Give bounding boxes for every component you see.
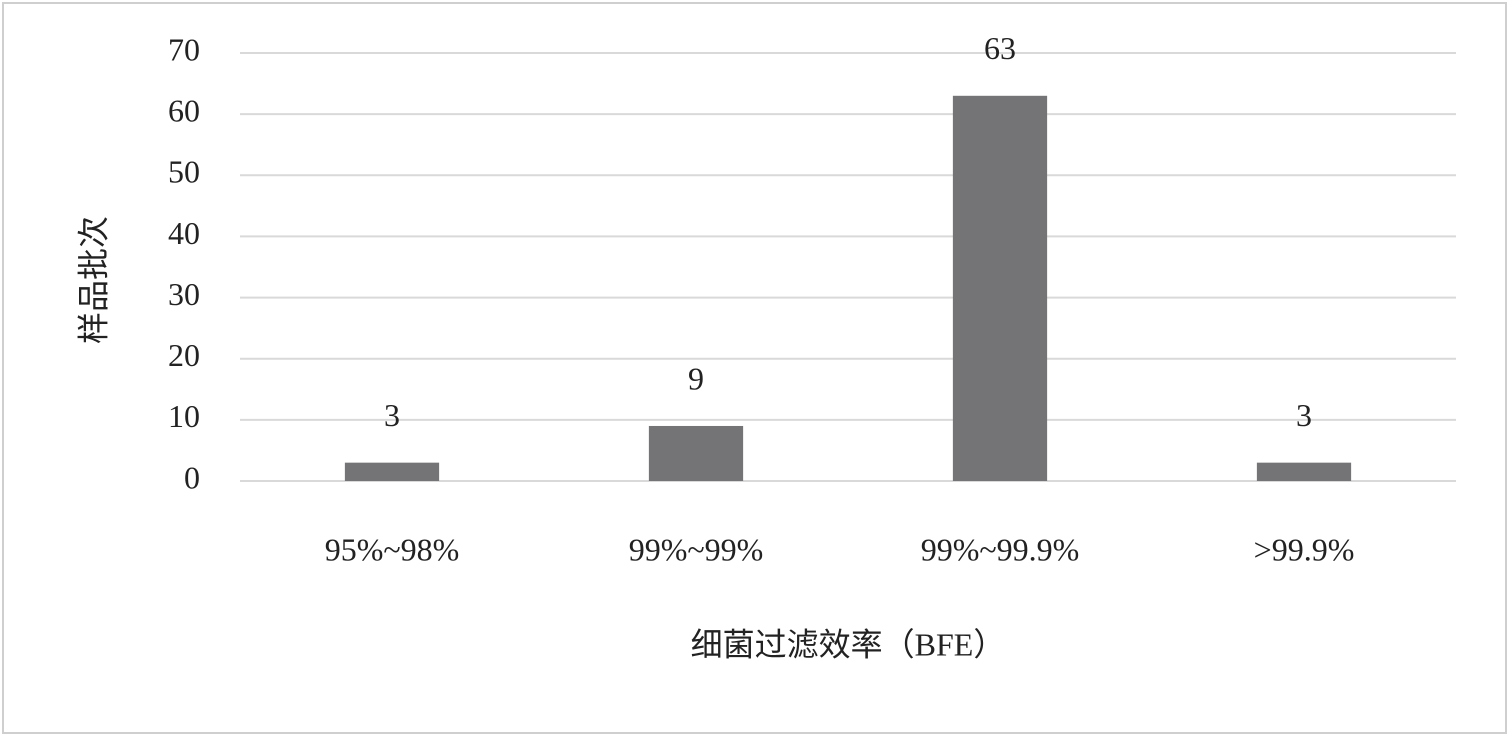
bar — [344, 462, 440, 481]
bar — [648, 425, 744, 481]
data-label: 3 — [1296, 397, 1312, 433]
x-tick-label: 99%~99% — [629, 531, 764, 567]
y-tick-label: 60 — [168, 92, 200, 128]
bar — [952, 95, 1048, 482]
y-tick-label: 30 — [168, 276, 200, 312]
data-label: 9 — [688, 360, 704, 396]
y-tick-label: 20 — [168, 337, 200, 373]
data-label: 3 — [384, 397, 400, 433]
y-axis-title: 样品批次 — [75, 216, 111, 344]
data-label: 63 — [984, 30, 1016, 66]
x-tick-label: >99.9% — [1254, 531, 1355, 567]
y-tick-label: 50 — [168, 154, 200, 190]
y-tick-label: 0 — [184, 459, 200, 495]
y-tick-label: 40 — [168, 215, 200, 251]
x-tick-label: 95%~98% — [325, 531, 460, 567]
y-tick-label: 70 — [168, 31, 200, 67]
bar — [1256, 462, 1352, 481]
y-tick-label: 10 — [168, 398, 200, 434]
x-tick-label: 99%~99.9% — [921, 531, 1080, 567]
x-axis-title: 细菌过滤效率（BFE） — [691, 626, 1006, 662]
